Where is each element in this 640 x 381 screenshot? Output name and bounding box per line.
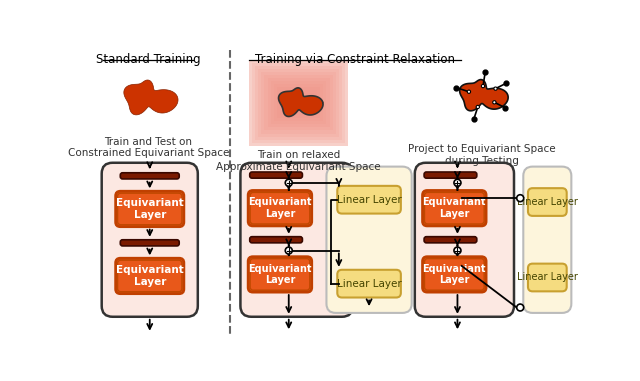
FancyBboxPatch shape (424, 172, 477, 178)
Text: Linear Layer: Linear Layer (337, 195, 401, 205)
FancyBboxPatch shape (422, 257, 486, 292)
Bar (261, 72, 336, 133)
FancyBboxPatch shape (424, 237, 477, 243)
Bar (277, 87, 320, 118)
Text: Linear Layer: Linear Layer (517, 197, 578, 207)
Bar (255, 66, 342, 140)
Text: Project to Equivariant Space
during Testing: Project to Equivariant Space during Test… (408, 144, 556, 166)
FancyBboxPatch shape (528, 188, 566, 216)
Text: Equivariant
Layer: Equivariant Layer (248, 264, 312, 285)
FancyBboxPatch shape (116, 191, 184, 227)
FancyBboxPatch shape (250, 172, 303, 178)
Text: Linear Layer: Linear Layer (517, 272, 578, 282)
Bar (271, 81, 326, 124)
FancyBboxPatch shape (102, 163, 198, 317)
Circle shape (285, 247, 292, 254)
Text: Training via Constraint Relaxation: Training via Constraint Relaxation (255, 53, 455, 66)
FancyBboxPatch shape (250, 237, 303, 243)
Text: Equivariant
Layer: Equivariant Layer (422, 264, 486, 285)
Bar (280, 90, 317, 115)
Bar (259, 69, 339, 136)
Circle shape (467, 90, 470, 93)
FancyBboxPatch shape (116, 258, 184, 294)
Bar (249, 59, 348, 146)
FancyBboxPatch shape (337, 270, 401, 298)
Bar (252, 62, 345, 143)
Circle shape (481, 85, 484, 88)
Polygon shape (278, 88, 323, 117)
FancyBboxPatch shape (415, 163, 514, 317)
FancyBboxPatch shape (120, 240, 179, 246)
Circle shape (285, 179, 292, 186)
Text: Equivariant
Layer: Equivariant Layer (248, 197, 312, 219)
Circle shape (476, 105, 479, 109)
FancyBboxPatch shape (528, 264, 566, 291)
FancyBboxPatch shape (524, 166, 572, 313)
Circle shape (516, 195, 524, 202)
Circle shape (454, 179, 461, 186)
Circle shape (454, 247, 461, 254)
FancyBboxPatch shape (248, 190, 312, 226)
Bar (268, 78, 330, 127)
FancyBboxPatch shape (422, 190, 486, 226)
FancyBboxPatch shape (241, 163, 353, 317)
FancyBboxPatch shape (326, 166, 412, 313)
FancyBboxPatch shape (248, 257, 312, 292)
Text: Linear Layer: Linear Layer (337, 279, 401, 289)
Text: Standard Training: Standard Training (96, 53, 200, 66)
Bar (249, 59, 348, 146)
Text: Equivariant
Layer: Equivariant Layer (422, 197, 486, 219)
Polygon shape (460, 80, 508, 111)
Bar (264, 75, 333, 130)
Text: Equivariant
Layer: Equivariant Layer (116, 265, 184, 287)
Circle shape (516, 304, 524, 311)
Text: Train and Test on
Constrained Equivariant Space: Train and Test on Constrained Equivarian… (67, 136, 229, 158)
Text: Equivariant
Layer: Equivariant Layer (116, 198, 184, 220)
Circle shape (494, 87, 497, 90)
Text: Train on relaxed
Approximate Equivariant Space: Train on relaxed Approximate Equivariant… (216, 150, 381, 172)
FancyBboxPatch shape (120, 173, 179, 179)
Circle shape (493, 101, 496, 104)
Bar (283, 93, 314, 112)
Bar (274, 84, 323, 121)
FancyBboxPatch shape (337, 186, 401, 214)
Polygon shape (124, 80, 178, 115)
